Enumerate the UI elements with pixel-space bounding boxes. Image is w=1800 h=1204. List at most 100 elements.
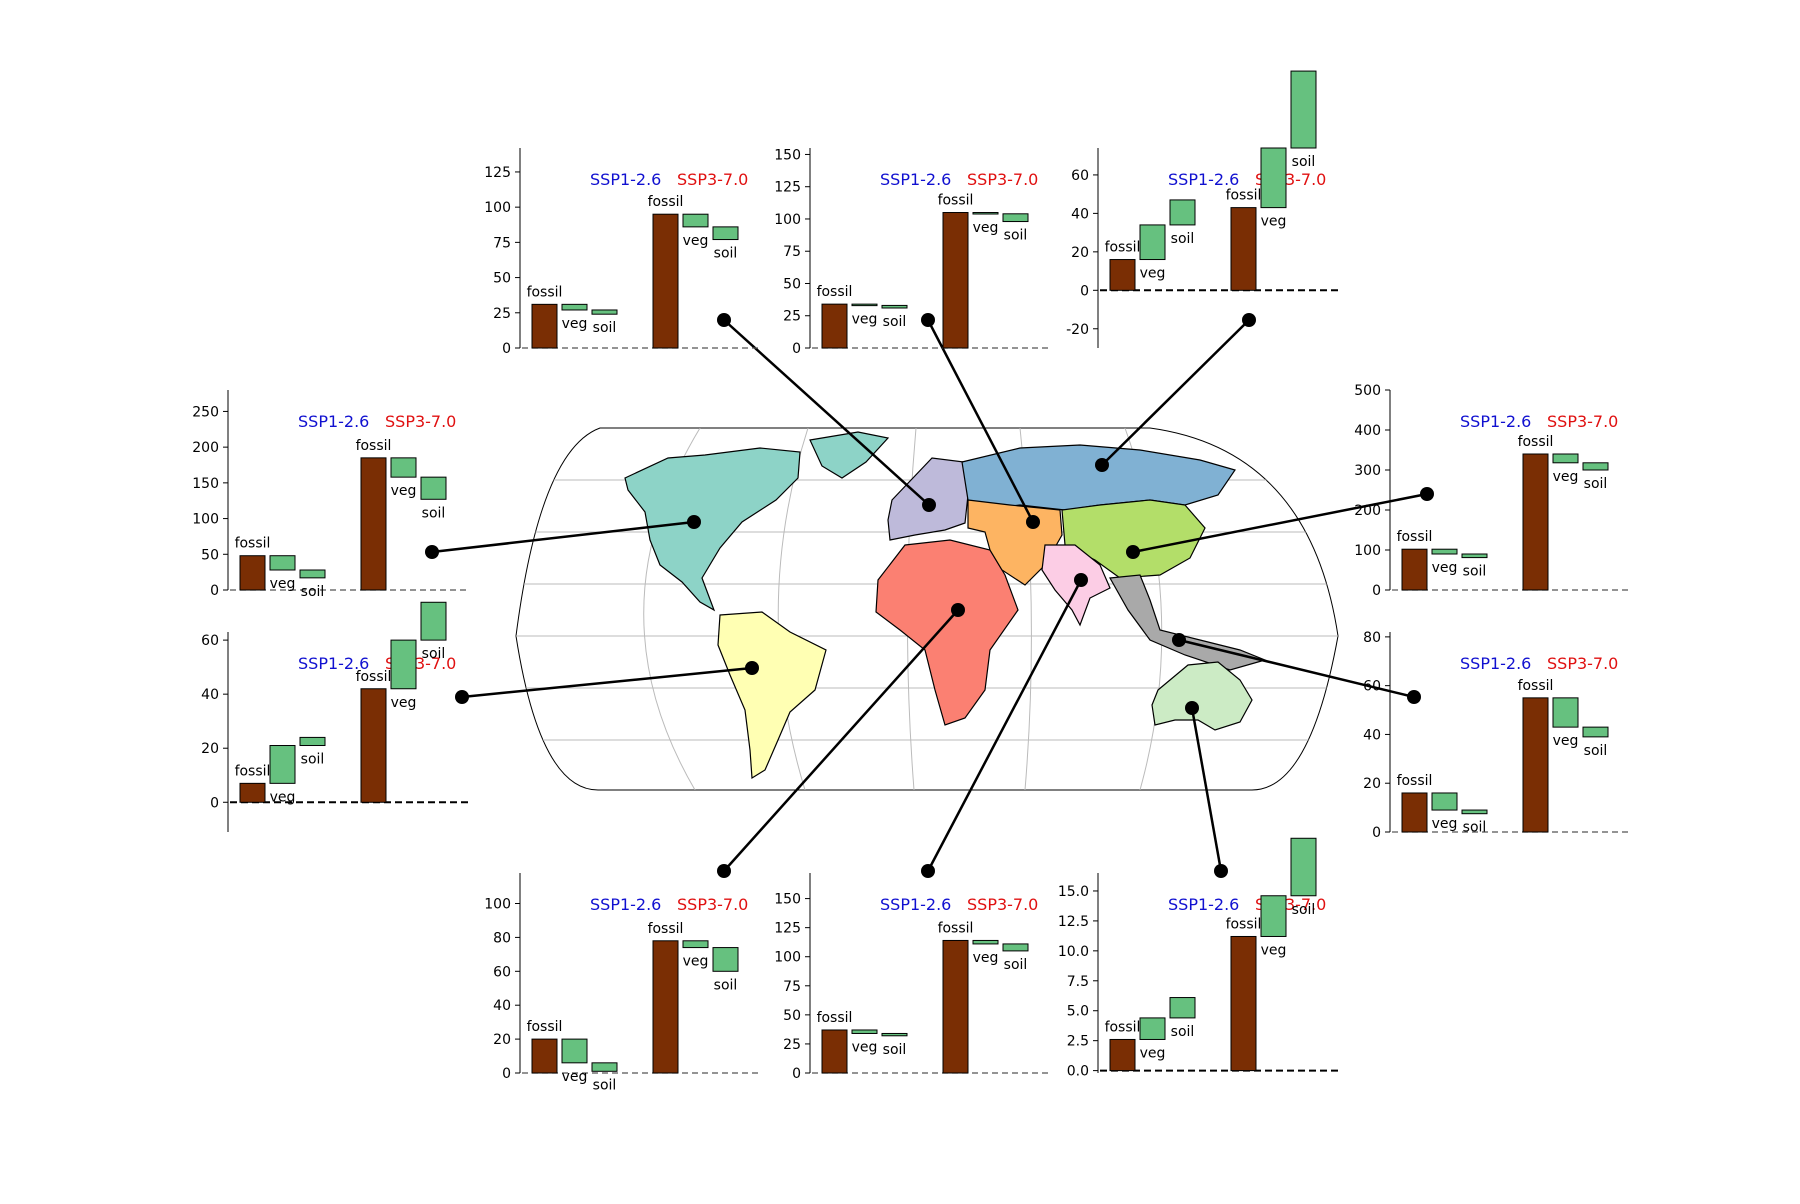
bar-soil-ssp370 — [1002, 213, 1029, 223]
bar-veg-ssp126 — [561, 1038, 588, 1064]
y-tick-label: 75 — [493, 235, 511, 251]
connector-middle-east — [921, 313, 1040, 529]
bar-label-fossil: fossil — [235, 536, 271, 552]
bar-label-soil: soil — [1463, 564, 1487, 580]
bar-soil-ssp126 — [1169, 997, 1196, 1019]
bar-label-fossil: fossil — [1226, 188, 1262, 204]
bar-soil-ssp370 — [420, 601, 447, 641]
y-tick-label: 0 — [792, 341, 801, 357]
y-tick-label: 20 — [1071, 245, 1089, 261]
connector-line — [1132, 492, 1428, 554]
y-tick-label: 0 — [210, 795, 219, 811]
y-tick-label: 200 — [192, 440, 219, 456]
bar-veg-ssp126 — [561, 303, 588, 311]
bar-label-fossil: fossil — [1518, 434, 1554, 450]
connector-line — [723, 319, 930, 506]
y-tick-label: 100 — [192, 512, 219, 528]
scenario-label-ssp126: SSP1-2.6 — [298, 412, 369, 431]
y-tick-label: 200 — [1354, 503, 1381, 519]
connector-southeast-asia — [1172, 633, 1421, 704]
y-tick-label: 5.0 — [1067, 1004, 1089, 1020]
y-tick-label: 100 — [1354, 543, 1381, 559]
bar-label-fossil: fossil — [1105, 1019, 1141, 1035]
y-tick-label: 125 — [484, 165, 511, 181]
bar-label-veg: veg — [852, 1039, 878, 1055]
bar-fossil-ssp126 — [1401, 548, 1428, 591]
connector-line — [926, 319, 1035, 523]
y-tick-label: 250 — [192, 404, 219, 420]
bar-label-veg: veg — [1140, 266, 1166, 282]
bar-label-soil: soil — [593, 1077, 617, 1093]
connector-dot-panel — [921, 864, 935, 878]
bar-label-soil: soil — [714, 977, 738, 993]
bar-soil-ssp126 — [881, 1032, 908, 1037]
bar-soil-ssp370 — [712, 947, 739, 972]
bar-fossil-ssp126 — [239, 555, 266, 591]
bar-label-soil: soil — [1004, 957, 1028, 973]
y-tick-label: 20 — [1363, 776, 1381, 792]
connector-dot-panel — [1214, 864, 1228, 878]
bar-veg-ssp370 — [1260, 895, 1287, 937]
scenario-label-ssp126: SSP1-2.6 — [1168, 895, 1239, 914]
y-tick-label: 2.5 — [1067, 1034, 1089, 1050]
bar-fossil-ssp370 — [652, 213, 679, 349]
y-tick-label: 50 — [783, 1008, 801, 1024]
bar-label-fossil: fossil — [527, 1019, 563, 1035]
y-tick-label: 0 — [792, 1066, 801, 1082]
bar-veg-ssp126 — [1431, 548, 1458, 555]
bar-label-soil: soil — [1171, 1024, 1195, 1040]
map-region-south-america — [717, 611, 827, 780]
bar-label-veg: veg — [1432, 816, 1458, 832]
bar-veg-ssp370 — [1260, 147, 1287, 209]
y-tick-label: 15.0 — [1058, 884, 1089, 900]
connector-dot-panel — [1242, 313, 1256, 327]
y-tick-label: 0 — [502, 341, 511, 357]
bar-label-fossil: fossil — [527, 284, 563, 300]
map-region-greenland — [809, 431, 890, 479]
scenario-label-ssp126: SSP1-2.6 — [880, 895, 951, 914]
y-tick-label: 100 — [774, 212, 801, 228]
bar-fossil-ssp370 — [942, 212, 969, 349]
y-tick-label: 40 — [493, 998, 511, 1014]
bar-label-soil: soil — [422, 646, 446, 662]
bar-label-fossil: fossil — [938, 193, 974, 209]
bar-veg-ssp370 — [1552, 453, 1579, 464]
connector-oceania — [1185, 701, 1228, 878]
bar-label-fossil: fossil — [938, 920, 974, 936]
scenario-label-ssp126: SSP1-2.6 — [590, 895, 661, 914]
connector-line — [431, 520, 695, 554]
bar-soil-ssp370 — [420, 476, 447, 500]
y-tick-label: 400 — [1354, 423, 1381, 439]
bar-soil-ssp370 — [1290, 837, 1317, 897]
bar-label-soil: soil — [422, 505, 446, 521]
bar-veg-ssp370 — [972, 212, 999, 215]
connector-dot-map — [1026, 515, 1040, 529]
y-tick-label: 100 — [484, 200, 511, 216]
scenario-label-ssp126: SSP1-2.6 — [880, 170, 951, 189]
bar-label-soil: soil — [1171, 231, 1195, 247]
y-tick-label: 40 — [1363, 727, 1381, 743]
bar-fossil-ssp370 — [942, 939, 969, 1074]
bar-label-soil: soil — [1584, 743, 1608, 759]
connector-dot-map — [1126, 545, 1140, 559]
bar-label-soil: soil — [1292, 902, 1316, 918]
bar-label-veg: veg — [1261, 942, 1287, 958]
connector-dot-panel — [717, 313, 731, 327]
connector-dot-panel — [425, 545, 439, 559]
bar-label-soil: soil — [593, 320, 617, 336]
bar-soil-ssp126 — [1461, 809, 1488, 815]
bar-panel-south-asia: 0 25 50 75 100 125 150 SSP1-2.6 SSP3-7.0 fossil ve… — [774, 873, 1052, 1082]
bar-label-soil: soil — [1463, 820, 1487, 836]
bar-veg-ssp126 — [1431, 792, 1458, 811]
connector-dot-map — [922, 498, 936, 512]
y-tick-label: 125 — [774, 921, 801, 937]
bar-label-veg: veg — [1553, 733, 1579, 749]
bar-veg-ssp126 — [1139, 224, 1166, 261]
bar-label-fossil: fossil — [648, 921, 684, 937]
bar-label-soil: soil — [301, 584, 325, 600]
connector-south-america — [455, 661, 759, 704]
y-tick-label: 0.0 — [1067, 1064, 1089, 1080]
